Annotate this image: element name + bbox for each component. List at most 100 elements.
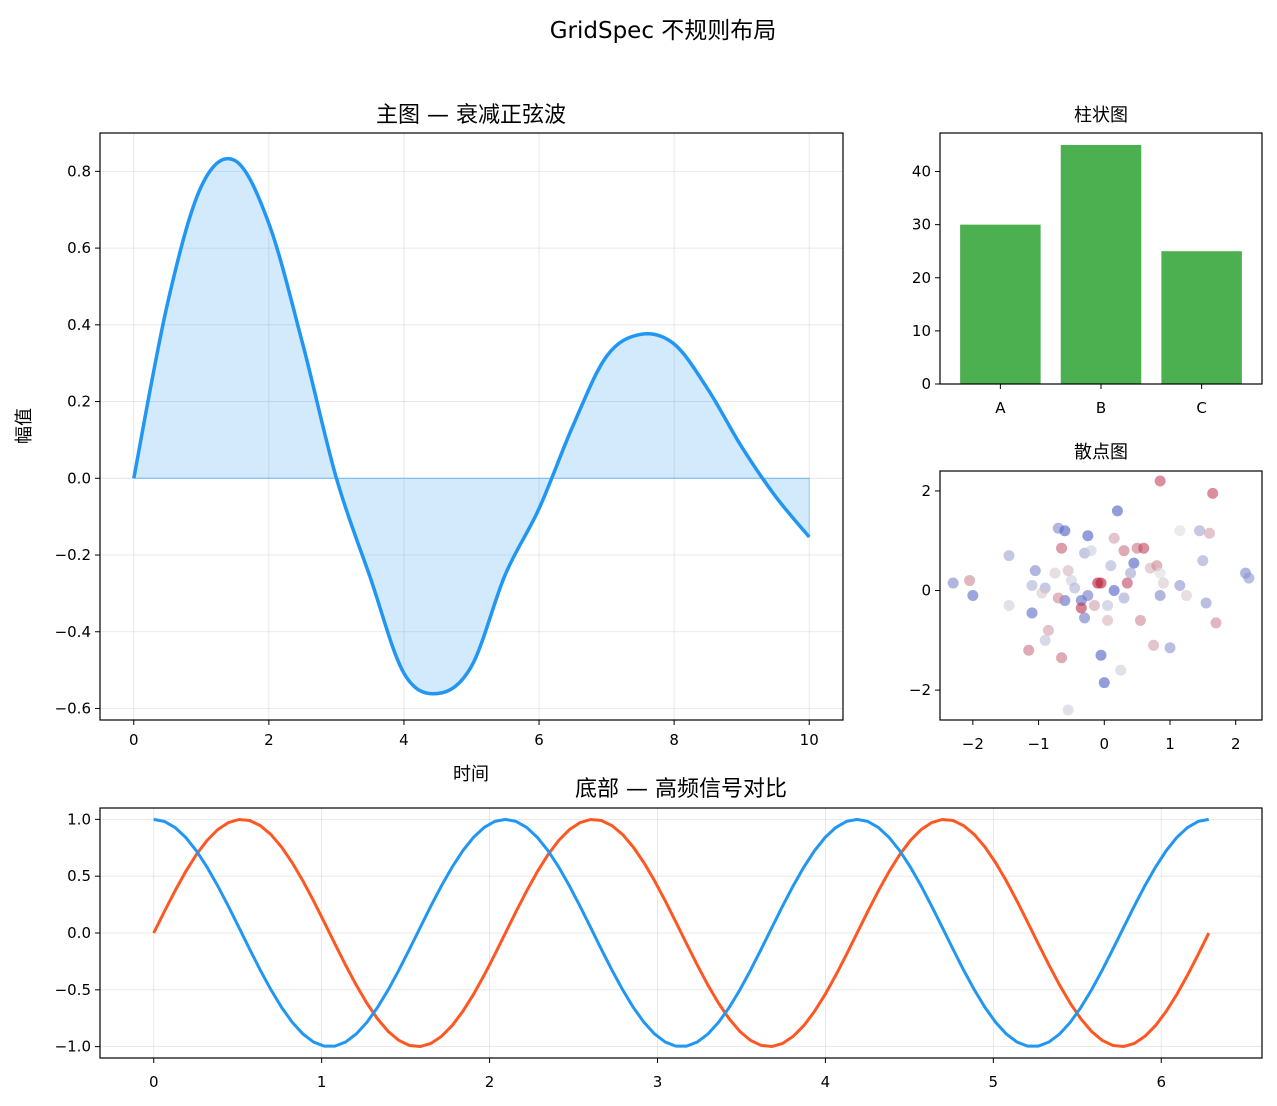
main-axes-frame	[99, 132, 844, 721]
scatter-points	[947, 475, 1255, 716]
bottom-xtick-label: 0	[149, 1073, 159, 1091]
scatter-point	[1134, 614, 1146, 626]
scatter-point	[1082, 590, 1094, 601]
bottom-series-lines	[152, 817, 1211, 1049]
scatter-point	[1023, 644, 1035, 656]
scatter-xtick-label: 2	[1231, 735, 1241, 753]
scatter-point	[1075, 602, 1087, 614]
bar-axes: A B C 0 10 20 30 40 柱状图	[912, 105, 1263, 417]
scatter-point	[1095, 649, 1107, 661]
scatter-point	[1154, 590, 1166, 601]
bar-C	[1161, 251, 1242, 384]
bottom-ytick-label: 0.5	[67, 867, 91, 885]
bar-xtick-label: A	[995, 399, 1006, 417]
scatter-point	[1207, 487, 1219, 499]
main-xtick-label: 6	[534, 731, 544, 749]
scatter-point	[1052, 592, 1064, 604]
scatter-point	[1039, 634, 1051, 646]
scatter-ytick-label: 2	[921, 482, 931, 500]
bottom-ytick-label: 0.0	[67, 924, 91, 942]
bottom-xtick-label: 3	[653, 1073, 663, 1091]
main-ytick-label: 0.0	[67, 469, 91, 487]
main-ytick-label: −0.2	[55, 546, 91, 564]
bottom-axes: 0 1 2 3 4 5 6 −1.0 −0.5 0.0 0.5 1.0 底部 — 高频信号对比	[55, 777, 1263, 1091]
scatter-point	[1118, 545, 1130, 557]
scatter-ytick-label: −2	[909, 681, 931, 699]
bottom-ticks: 0 1 2 3 4 5 6 −1.0 −0.5 0.0 0.5 1.0	[55, 810, 1166, 1091]
main-gridlines	[100, 133, 843, 720]
main-xtick-label: 2	[264, 731, 274, 749]
scatter-point	[1148, 639, 1160, 651]
bottom-xtick-label: 6	[1156, 1073, 1166, 1091]
scatter-point	[1154, 567, 1166, 579]
scatter-point	[1118, 592, 1130, 604]
scatter-point	[1056, 652, 1068, 664]
scatter-point	[1003, 550, 1015, 562]
scatter-point	[1121, 577, 1133, 589]
scatter-xtick-label: −2	[962, 735, 984, 753]
scatter-point	[1157, 577, 1169, 589]
scatter-point	[1200, 597, 1212, 609]
scatter-point	[1105, 560, 1117, 572]
main-ytick-label: 0.6	[67, 239, 91, 257]
scatter-axes-frame	[939, 470, 1263, 721]
main-ylabel: 幅值	[14, 408, 35, 444]
scatter-point	[1180, 590, 1192, 601]
bar-title: 柱状图	[1074, 105, 1128, 126]
scatter-ticks: −2 −1 0 1 2 −2 0 2	[909, 482, 1241, 753]
scatter-point	[1243, 572, 1255, 584]
figure-suptitle: GridSpec 不规则布局	[550, 18, 777, 44]
scatter-point	[1108, 532, 1120, 544]
scatter-xtick-label: −1	[1028, 735, 1050, 753]
scatter-point	[1210, 617, 1222, 629]
scatter-point	[1098, 677, 1110, 689]
main-axes: 0 2 4 6 8 10 −0.6 −0.4 −0.2 0.0 0.2 0.4 0.6 0.8 主图 — …	[14, 103, 844, 785]
scatter-point	[1203, 527, 1215, 539]
scatter-point	[1069, 582, 1081, 594]
scatter-point	[1128, 557, 1140, 569]
bar-ytick-label: 40	[912, 163, 931, 181]
scatter-point	[1079, 612, 1091, 624]
scatter-axes: −2 −1 0 1 2 −2 0 2 散点图	[909, 442, 1263, 753]
scatter-point	[1062, 565, 1074, 577]
scatter-point	[1029, 565, 1041, 577]
scatter-point	[1059, 525, 1071, 537]
bottom-xtick-label: 5	[989, 1073, 999, 1091]
main-series-line	[132, 156, 811, 696]
scatter-point	[1102, 614, 1114, 626]
scatter-xtick-label: 1	[1165, 735, 1175, 753]
main-xtick-label: 10	[800, 731, 819, 749]
main-ytick-label: −0.6	[55, 699, 91, 717]
scatter-point	[1062, 704, 1074, 716]
bar-ytick-label: 30	[912, 216, 931, 234]
main-xtick-label: 8	[669, 731, 679, 749]
main-xtick-label: 4	[399, 731, 409, 749]
bottom-xtick-label: 1	[317, 1073, 327, 1091]
scatter-point	[1102, 599, 1114, 611]
main-ticks: 0 2 4 6 8 10 −0.6 −0.4 −0.2 0.0 0.2 0.4 0.6 0.8	[55, 162, 819, 749]
scatter-point	[1049, 567, 1061, 579]
scatter-point	[1174, 525, 1186, 537]
main-xtick-label: 0	[129, 731, 139, 749]
bar-ytick-label: 20	[912, 269, 931, 287]
main-ytick-label: 0.4	[67, 316, 91, 334]
bar-marks	[960, 144, 1242, 384]
scatter-ytick-label: 0	[921, 582, 931, 600]
bar-B	[1060, 144, 1142, 384]
scatter-point	[1056, 542, 1068, 554]
scatter-point	[1164, 642, 1176, 654]
scatter-point	[1138, 542, 1150, 554]
scatter-point	[947, 577, 959, 589]
scatter-point	[1082, 530, 1094, 542]
scatter-xtick-label: 0	[1100, 735, 1110, 753]
bar-xtick-label: B	[1096, 399, 1106, 417]
main-title: 主图 — 衰减正弦波	[376, 103, 566, 128]
scatter-point	[1115, 664, 1127, 676]
scatter-point	[1174, 580, 1186, 592]
bottom-title: 底部 — 高频信号对比	[575, 777, 787, 802]
main-ytick-label: 0.8	[67, 162, 91, 180]
bottom-xtick-label: 4	[821, 1073, 831, 1091]
scatter-point	[1154, 475, 1166, 487]
scatter-point	[1042, 624, 1054, 636]
scatter-point	[1036, 587, 1048, 599]
